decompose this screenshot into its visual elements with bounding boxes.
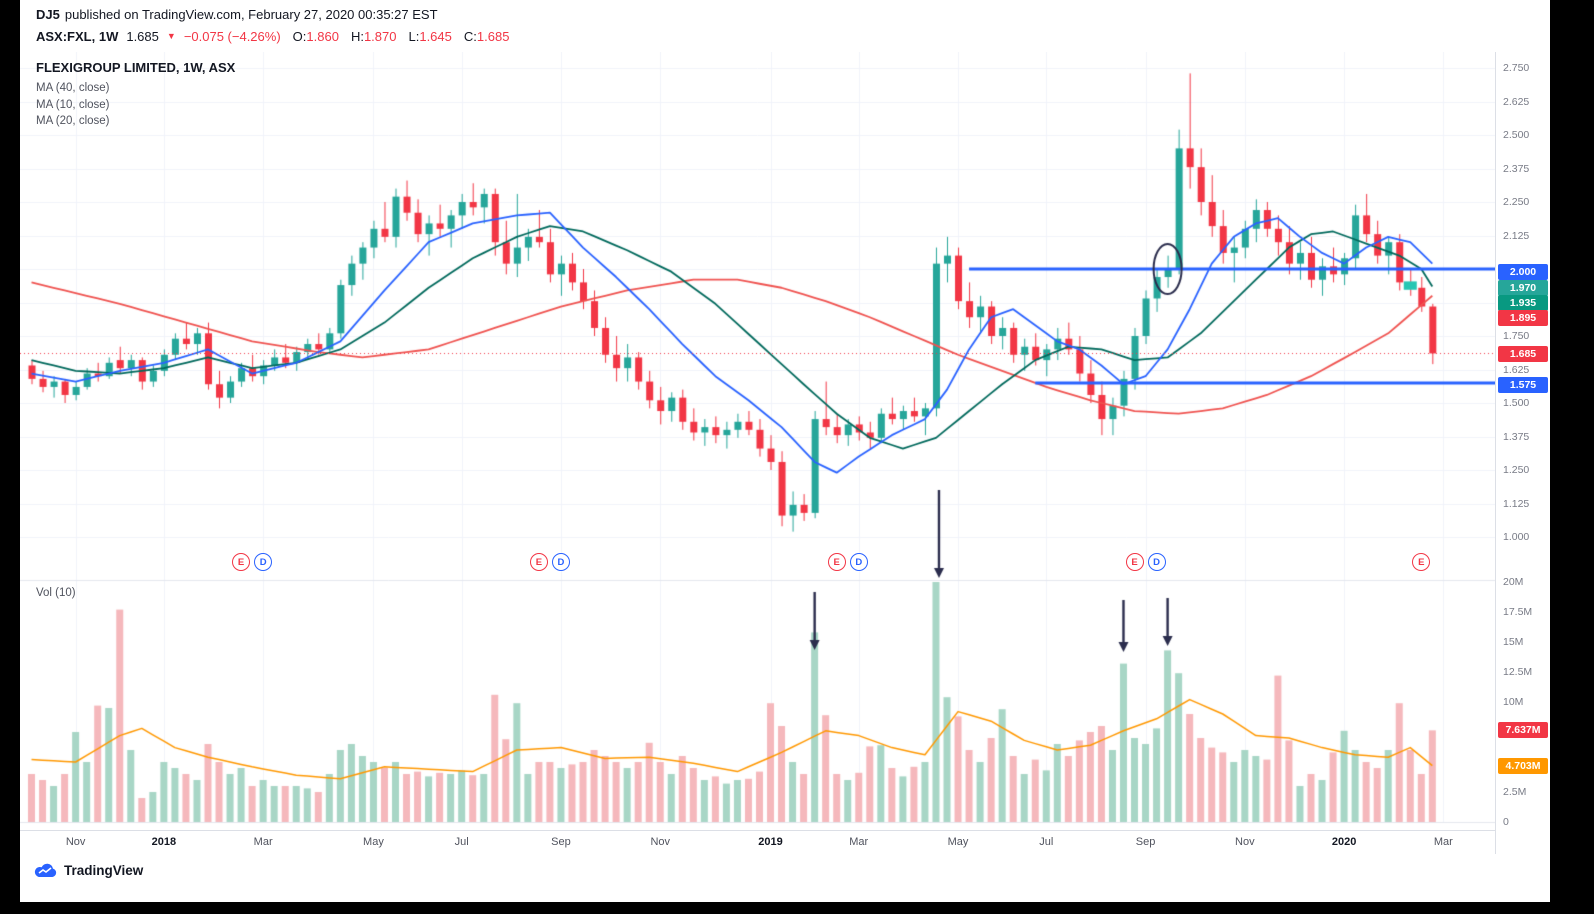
price-axis-tick: 1.125	[1503, 497, 1530, 510]
down-triangle-icon: ▼	[166, 30, 176, 41]
tradingview-logo-icon	[34, 863, 57, 878]
tradingview-brand[interactable]: TradingView	[34, 863, 143, 878]
chart-canvas[interactable]	[20, 52, 1495, 830]
symbol-name[interactable]: ASX:FXL, 1W	[36, 29, 119, 44]
event-marker-d[interactable]: D	[1147, 553, 1166, 571]
tradingview-logo-text: TradingView	[64, 863, 144, 878]
volume-indicator-label[interactable]: Vol (10)	[36, 587, 76, 599]
event-marker-e[interactable]: E	[1412, 553, 1431, 571]
time-axis-label[interactable]: Jul	[1039, 836, 1054, 848]
price-tag: 1.685	[1498, 346, 1548, 362]
ohlc-high: H:1.870	[347, 29, 397, 44]
time-axis[interactable]: Nov 2018 Mar May Jul Sep Nov 2019 Mar May Jul Sep No…	[20, 830, 1495, 855]
time-axis-label[interactable]: 2018	[151, 836, 177, 848]
open-label: O:	[292, 29, 307, 44]
legend-symbol-title[interactable]: FLEXIGROUP LIMITED, 1W, ASX	[36, 60, 236, 75]
tradingview-chart-page: DJ5 published on TradingView.com, Februar…	[20, 0, 1550, 902]
volume-axis-tick: 15M	[1503, 636, 1524, 648]
low-value: 1.645	[419, 29, 452, 44]
price-tag: 1.935	[1498, 295, 1548, 311]
time-axis-label[interactable]: 2019	[758, 836, 783, 848]
price-axis-tick: 1.500	[1503, 397, 1530, 409]
price-axis-tick: 2.125	[1503, 229, 1530, 242]
price-axis-tick: 1.625	[1503, 363, 1530, 376]
ohlc-open: O:1.860	[289, 29, 339, 44]
price-axis-tick: 1.375	[1503, 430, 1530, 443]
volume-axis-tick: 2.5M	[1503, 786, 1527, 798]
time-axis-label[interactable]: Nov	[650, 836, 670, 848]
price-axis-tick: 2.750	[1503, 62, 1530, 74]
publish-author[interactable]: DJ5	[36, 7, 60, 22]
low-label: L:	[408, 29, 420, 44]
symbol-bar: ASX:FXL, 1W 1.685 ▼ −0.075 (−4.26%) O:1.…	[36, 29, 509, 44]
legend-ma20[interactable]: MA (20, close)	[36, 115, 110, 127]
high-value: 1.870	[363, 29, 397, 44]
time-axis-label[interactable]: Nov	[1235, 836, 1255, 848]
price-axis-tick: 1.000	[1503, 531, 1530, 543]
volume-tag: 4.703M	[1498, 758, 1548, 774]
price-axis-tick: 2.250	[1503, 196, 1530, 208]
time-axis-label[interactable]: Mar	[253, 836, 273, 848]
price-axis-tick: 2.375	[1503, 162, 1530, 175]
volume-tag: 7.637M	[1498, 722, 1548, 738]
time-axis-label[interactable]: Nov	[65, 836, 86, 848]
price-change: −0.075 (−4.26%)	[183, 29, 281, 44]
time-axis-label[interactable]: Mar	[849, 836, 869, 848]
time-axis-label[interactable]: May	[947, 836, 969, 848]
event-marker-d[interactable]: D	[254, 553, 273, 571]
price-tag: 1.895	[1498, 310, 1548, 326]
price-tag: 1.970	[1498, 280, 1548, 296]
last-price: 1.685	[126, 29, 159, 44]
volume-axis-tick: 10M	[1503, 696, 1524, 708]
event-marker-d[interactable]: D	[551, 553, 570, 571]
event-marker-e[interactable]: E	[1125, 553, 1144, 571]
price-axis-tick: 2.500	[1503, 129, 1530, 141]
price-axis-tick: 1.750	[1503, 330, 1530, 342]
time-axis-label[interactable]: Mar	[1433, 836, 1453, 848]
legend-ma10[interactable]: MA (10, close)	[36, 98, 110, 111]
close-label: C:	[463, 29, 477, 44]
time-axis-label[interactable]: Sep	[1135, 836, 1156, 848]
event-marker-e[interactable]: E	[827, 553, 846, 571]
publish-bar: DJ5 published on TradingView.com, Februar…	[36, 7, 438, 22]
volume-axis-tick: 12.5M	[1503, 666, 1533, 678]
open-value: 1.860	[306, 29, 339, 44]
high-label: H:	[350, 29, 364, 44]
close-value: 1.685	[476, 29, 510, 44]
ohlc-low: L:1.645	[405, 29, 452, 44]
price-axis-tick: 1.250	[1503, 464, 1530, 476]
event-marker-e[interactable]: E	[232, 553, 251, 571]
event-marker-e[interactable]: E	[529, 553, 548, 571]
publish-info: published on TradingView.com, February 2…	[64, 7, 438, 22]
price-tag: 2.000	[1498, 264, 1548, 280]
event-marker-d[interactable]: D	[849, 553, 868, 571]
time-axis-label[interactable]: May	[363, 836, 384, 848]
time-axis-label[interactable]: Sep	[551, 836, 571, 848]
time-axis-label[interactable]: Jul	[454, 836, 469, 848]
volume-axis-tick: 20M	[1503, 576, 1524, 588]
volume-axis-tick: 0	[1503, 816, 1509, 828]
time-axis-label[interactable]: 2020	[1331, 836, 1357, 848]
price-axis-tick: 2.625	[1503, 95, 1530, 108]
price-tag: 1.575	[1498, 377, 1548, 393]
legend-ma40[interactable]: MA (40, close)	[36, 82, 110, 94]
volume-axis-tick: 17.5M	[1503, 606, 1533, 618]
price-axis[interactable]: 2.7502.6252.5002.3752.2502.1252.0001.875…	[1495, 52, 1550, 854]
ohlc-close: C:1.685	[460, 29, 510, 44]
chart-legend: FLEXIGROUP LIMITED, 1W, ASX MA (40, clos…	[36, 60, 235, 130]
